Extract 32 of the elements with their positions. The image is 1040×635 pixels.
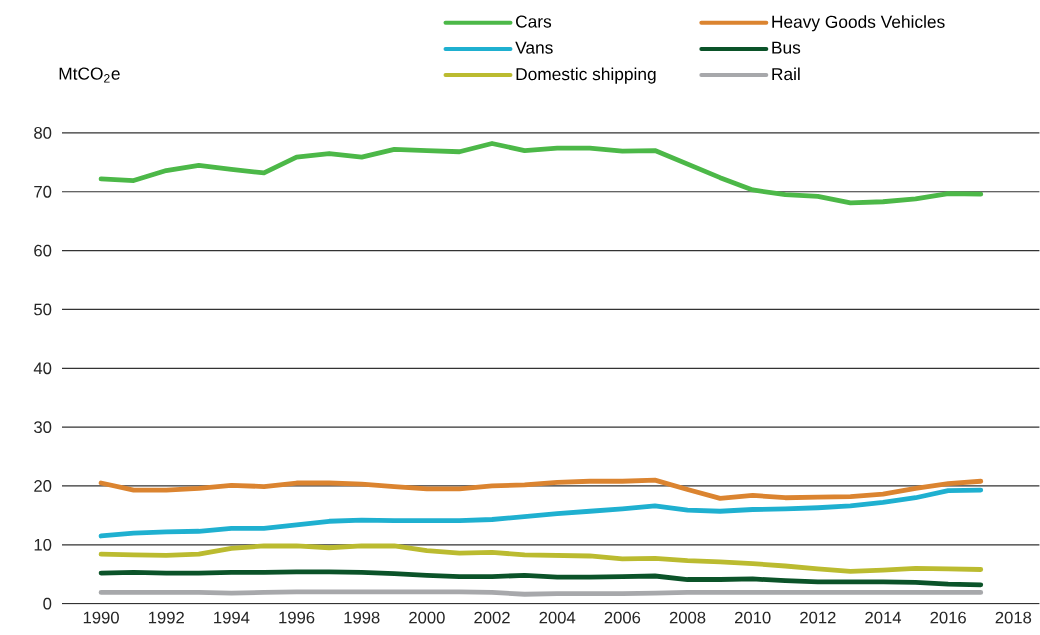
line-series	[98, 477, 984, 501]
y-axis-title: MtCO$_{2}$e	[59, 67, 120, 83]
y-tick-label: 30	[34, 421, 52, 434]
legend-label: Domestic shipping	[516, 67, 656, 84]
legend-label: Vans	[515, 41, 553, 54]
x-tick-label: 1992	[148, 611, 184, 624]
y-tick-label: 70	[34, 186, 52, 198]
x-tick-label: 2014	[865, 611, 902, 624]
x-tick-label: 2010	[735, 611, 771, 624]
x-tick-label: 2002	[474, 611, 510, 624]
legend-label: Rail	[772, 67, 800, 81]
y-tick-label: 80	[34, 127, 52, 140]
legend-label: Cars	[516, 15, 552, 28]
x-tick-label: 2012	[800, 611, 836, 624]
y-tick-label: 40	[33, 362, 52, 375]
x-tick-label: 1994	[214, 611, 250, 624]
x-tick-label: 2018	[995, 611, 1032, 624]
y-tick-label: 20	[34, 480, 52, 493]
x-tick-label: 1998	[344, 611, 380, 624]
x-tick-label: 2004	[539, 611, 576, 624]
x-tick-label: 1996	[279, 611, 315, 624]
legend-label: Bus	[772, 41, 801, 54]
y-tick-label: 0	[43, 597, 52, 610]
x-tick-label: 2006	[604, 611, 641, 624]
y-tick-label: 10	[34, 539, 52, 551]
x-tick-label: 2016	[930, 611, 966, 624]
y-tick-label: 50	[34, 303, 52, 316]
x-tick-label: 2008	[669, 611, 706, 624]
x-tick-label: 2000	[409, 611, 445, 624]
legend-label: Heavy Goods Vehicles	[772, 15, 945, 32]
y-tick-label: 60	[34, 244, 52, 257]
x-tick-label: 1990	[83, 611, 119, 624]
